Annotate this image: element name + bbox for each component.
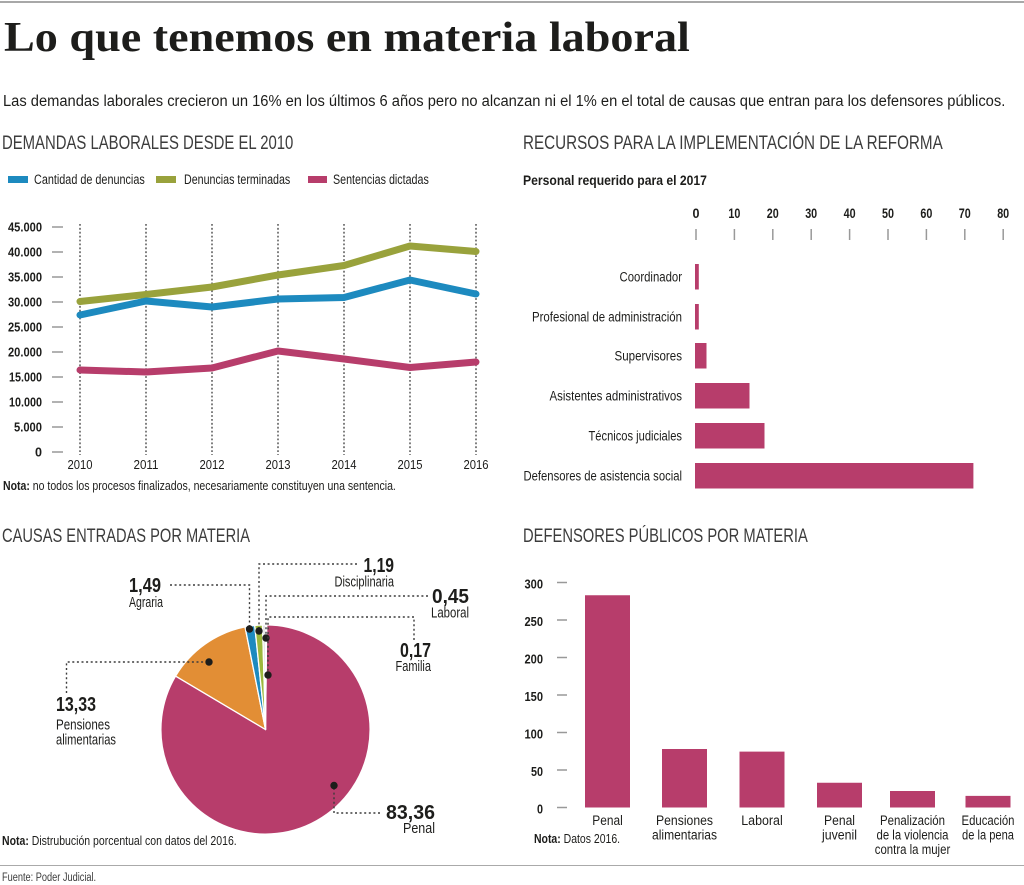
svg-text:50: 50 — [882, 206, 894, 221]
svg-text:60: 60 — [920, 206, 932, 221]
svg-text:30.000: 30.000 — [8, 296, 42, 310]
svg-text:0: 0 — [35, 446, 42, 460]
svg-text:20: 20 — [767, 206, 779, 221]
svg-text:2016: 2016 — [464, 457, 489, 472]
svg-text:Defensores de asistencia socia: Defensores de asistencia social — [524, 468, 683, 483]
svg-text:13,33: 13,33 — [56, 694, 96, 716]
svg-text:1,19: 1,19 — [364, 555, 395, 577]
svg-text:30: 30 — [805, 206, 817, 221]
svg-text:15.000: 15.000 — [9, 371, 42, 385]
svg-text:200: 200 — [525, 652, 544, 667]
svg-text:35.000: 35.000 — [8, 271, 42, 285]
svg-text:de la violencia: de la violencia — [877, 828, 949, 843]
svg-text:2013: 2013 — [266, 457, 291, 472]
svg-text:5.000: 5.000 — [14, 421, 42, 435]
svg-text:50: 50 — [531, 764, 543, 779]
svg-text:0: 0 — [537, 802, 543, 817]
svg-text:40.000: 40.000 — [8, 246, 42, 260]
svg-text:Pensiones: Pensiones — [56, 718, 110, 734]
svg-text:alimentarias: alimentarias — [652, 828, 717, 843]
svg-text:Laboral: Laboral — [431, 606, 469, 622]
svg-text:2012: 2012 — [200, 457, 225, 472]
svg-text:45.000: 45.000 — [8, 221, 42, 235]
svg-text:Pensiones: Pensiones — [656, 813, 713, 828]
svg-text:de la pena: de la pena — [962, 828, 1014, 843]
svg-text:Penalización: Penalización — [880, 813, 945, 828]
svg-text:20.000: 20.000 — [8, 346, 42, 360]
svg-text:0,45: 0,45 — [432, 586, 469, 608]
svg-text:Educación: Educación — [962, 813, 1015, 828]
svg-text:10.000: 10.000 — [9, 396, 42, 410]
svg-text:Penal: Penal — [592, 813, 623, 828]
svg-text:Disciplinaria: Disciplinaria — [335, 575, 395, 591]
svg-text:Penal: Penal — [824, 813, 855, 828]
svg-text:Penal: Penal — [403, 821, 435, 837]
svg-text:Supervisores: Supervisores — [615, 348, 683, 363]
svg-text:1,49: 1,49 — [129, 575, 161, 597]
svg-text:0: 0 — [693, 206, 700, 221]
svg-text:25.000: 25.000 — [8, 321, 42, 335]
svg-text:70: 70 — [959, 206, 971, 221]
svg-text:300: 300 — [525, 577, 544, 592]
svg-text:40: 40 — [844, 206, 856, 221]
svg-text:83,36: 83,36 — [386, 802, 435, 824]
svg-text:2011: 2011 — [134, 457, 159, 472]
svg-text:Asistentes administrativos: Asistentes administrativos — [550, 388, 683, 403]
svg-text:80: 80 — [997, 206, 1009, 221]
svg-text:10: 10 — [728, 206, 740, 221]
svg-text:2010: 2010 — [68, 457, 93, 472]
svg-text:Profesional de administración: Profesional de administración — [532, 309, 682, 324]
svg-text:alimentarias: alimentarias — [56, 733, 116, 749]
svg-text:0,17: 0,17 — [400, 640, 431, 662]
svg-text:contra la mujer: contra la mujer — [875, 842, 951, 857]
svg-text:juvenil: juvenil — [821, 828, 857, 843]
svg-text:100: 100 — [525, 727, 544, 742]
svg-text:Agraria: Agraria — [129, 595, 164, 611]
svg-text:Coordinador: Coordinador — [620, 269, 683, 284]
svg-text:Laboral: Laboral — [741, 813, 783, 828]
svg-text:2015: 2015 — [398, 457, 423, 472]
svg-text:2014: 2014 — [332, 457, 357, 472]
svg-text:Familia: Familia — [396, 659, 432, 675]
svg-text:250: 250 — [525, 614, 544, 629]
svg-text:150: 150 — [525, 689, 544, 704]
svg-text:Técnicos judiciales: Técnicos judiciales — [589, 428, 683, 443]
